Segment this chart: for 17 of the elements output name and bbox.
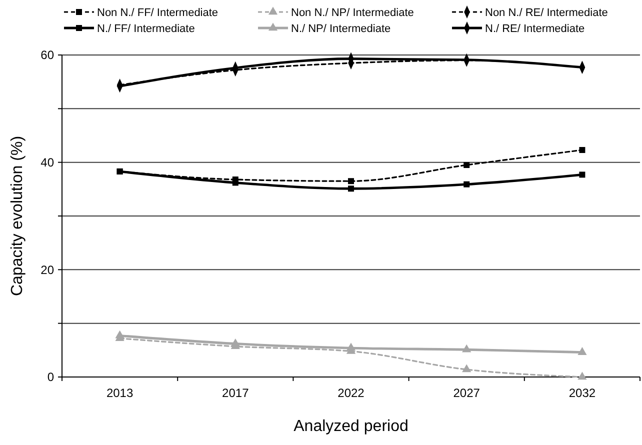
x-tick-label: 2013 [106, 386, 134, 400]
legend-label: N./ FF/ Intermediate [97, 22, 195, 35]
legend-label: Non N./ NP/ Intermediate [291, 6, 414, 19]
y-axis-title: Capacity evolution (%) [9, 136, 26, 296]
y-tick-label: 40 [40, 156, 54, 170]
x-tick-label: 2022 [338, 386, 365, 400]
x-tick-label: 2032 [568, 386, 596, 400]
y-tick-label: 60 [40, 48, 54, 62]
x-axis-title: Analyzed period [294, 418, 408, 435]
y-tick-label: 20 [40, 262, 54, 277]
x-tick-label: 2017 [222, 386, 250, 400]
y-tick-label: 0 [47, 370, 54, 384]
x-tick-label: 2027 [453, 386, 480, 400]
legend-label: N./ NP/ Intermediate [291, 22, 391, 35]
legend-label: Non N./ RE/ Intermediate [485, 6, 608, 19]
legend-label: Non N./ FF/ Intermediate [97, 6, 218, 19]
legend-label: N./ RE/ Intermediate [485, 22, 585, 35]
